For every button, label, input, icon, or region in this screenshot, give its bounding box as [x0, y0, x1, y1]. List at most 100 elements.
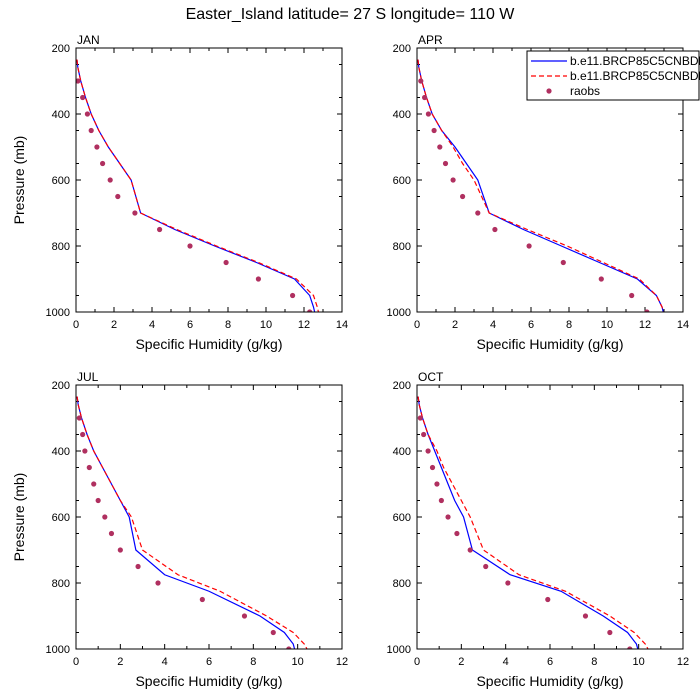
- x-tick-label: 8: [591, 656, 597, 668]
- x-axis-label: Specific Humidity (g/kg): [135, 336, 282, 352]
- x-tick-label: 10: [633, 656, 645, 668]
- raobs-point: [492, 226, 498, 233]
- x-tick-label: 6: [187, 319, 193, 331]
- x-tick-label: 12: [677, 656, 689, 668]
- x-tick-label: 4: [490, 319, 496, 331]
- raobs-point: [429, 464, 436, 471]
- raobs-point: [82, 448, 88, 454]
- x-tick-label: 4: [162, 656, 168, 668]
- x-axis-label: Specific Humidity (g/kg): [476, 336, 623, 352]
- series-line-dashed: [417, 396, 649, 649]
- y-tick-label: 1000: [46, 307, 70, 319]
- x-tick-label: 6: [547, 656, 553, 668]
- raobs-point: [157, 226, 163, 233]
- x-tick-label: 8: [225, 319, 231, 331]
- raobs-point: [644, 309, 650, 312]
- raobs-point: [425, 111, 431, 117]
- x-tick-label: 10: [601, 319, 613, 331]
- raobs-point: [270, 629, 276, 636]
- series-line-solid: [76, 59, 316, 312]
- series-line-dashed: [76, 396, 308, 649]
- y-tick-label: 800: [393, 578, 411, 590]
- raobs-point: [418, 78, 424, 84]
- x-tick-label: 2: [452, 319, 458, 331]
- x-tick-label: 6: [206, 656, 212, 668]
- raobs-point: [307, 309, 313, 312]
- raobs-point: [135, 563, 141, 570]
- plot-frame: [416, 384, 684, 650]
- y-tick-label: 600: [52, 175, 70, 187]
- raobs-point: [607, 629, 613, 636]
- y-tick-label: 800: [52, 241, 70, 253]
- raobs-point: [155, 580, 161, 586]
- y-tick-label: 200: [393, 43, 411, 55]
- raobs-point: [102, 514, 108, 520]
- raobs-point: [526, 243, 532, 249]
- x-axis-label: Specific Humidity (g/kg): [476, 673, 623, 689]
- raobs-point: [417, 415, 423, 421]
- x-tick-label: 4: [149, 319, 155, 331]
- x-tick-label: 2: [458, 656, 464, 668]
- y-tick-label: 600: [393, 175, 411, 187]
- x-tick-label: 12: [298, 319, 310, 331]
- series-line-dashed: [76, 59, 320, 312]
- y-axis-label: Pressure (mb): [11, 136, 27, 225]
- y-tick-label: 800: [52, 578, 70, 590]
- raobs-point: [187, 243, 193, 249]
- raobs-point: [80, 431, 86, 438]
- y-tick-label: 1000: [387, 644, 411, 656]
- x-axis-label: Specific Humidity (g/kg): [135, 673, 282, 689]
- raobs-point: [467, 547, 473, 553]
- raobs-point: [434, 481, 440, 487]
- x-tick-label: 6: [528, 319, 534, 331]
- plot-frame: [75, 47, 343, 313]
- raobs-point: [117, 547, 123, 553]
- y-tick-label: 200: [393, 380, 411, 392]
- series-line-solid: [417, 396, 639, 649]
- y-tick-label: 200: [52, 380, 70, 392]
- x-tick-label: 0: [414, 319, 420, 331]
- legend: b.e11.BRCP85C5CNBDRD.f09_g16.031b.e11.BR…: [526, 50, 700, 101]
- x-tick-label: 4: [503, 656, 509, 668]
- raobs-point: [223, 259, 229, 266]
- legend-marker: [546, 88, 552, 94]
- series-group: [76, 59, 320, 312]
- raobs-point: [505, 580, 511, 586]
- x-tick-label: 14: [336, 319, 348, 331]
- raobs-point: [460, 193, 466, 200]
- panel-title: JUL: [77, 370, 99, 384]
- panel-title: OCT: [418, 370, 444, 384]
- y-tick-label: 600: [52, 512, 70, 524]
- raobs-point: [425, 448, 431, 454]
- x-tick-label: 14: [677, 319, 689, 331]
- plot-frame: [416, 47, 684, 313]
- x-tick-label: 10: [260, 319, 272, 331]
- panel-jan: JAN 0 2 4 6 8 10 12 14 200 400 600 800 1000 Specific H…: [11, 33, 348, 352]
- panel-apr: APR 0 2 4 6 8 10 12 14 200 400 600 800 1000 Specific H…: [387, 33, 690, 352]
- raobs-point: [91, 481, 97, 487]
- raobs-point: [108, 530, 115, 537]
- raobs-point: [483, 563, 489, 570]
- series-group: [417, 396, 649, 649]
- raobs-point: [290, 292, 296, 299]
- raobs-point: [107, 177, 113, 183]
- panel-oct: OCT 0 2 4 6 8 10 12 200 400 600 800 1000 Specific Hum…: [387, 370, 690, 689]
- plot-frame: [75, 384, 343, 650]
- raobs-point: [450, 177, 456, 183]
- raobs-point: [86, 464, 92, 471]
- x-tick-label: 8: [566, 319, 572, 331]
- raobs-point: [442, 160, 449, 167]
- panel-title: APR: [418, 33, 443, 47]
- raobs-point: [76, 78, 81, 84]
- x-tick-label: 0: [414, 656, 420, 668]
- x-tick-label: 2: [117, 656, 123, 668]
- raobs-point: [438, 497, 444, 504]
- x-tick-label: 2: [111, 319, 117, 331]
- series-group: [417, 59, 664, 312]
- panel-title: JAN: [77, 33, 100, 47]
- y-axis-label: Pressure (mb): [11, 473, 27, 562]
- legend-label: b.e11.BRCP85C5CNBDRD.f09_g16.031: [570, 69, 700, 83]
- raobs-point: [88, 127, 94, 134]
- raobs-point: [95, 497, 101, 504]
